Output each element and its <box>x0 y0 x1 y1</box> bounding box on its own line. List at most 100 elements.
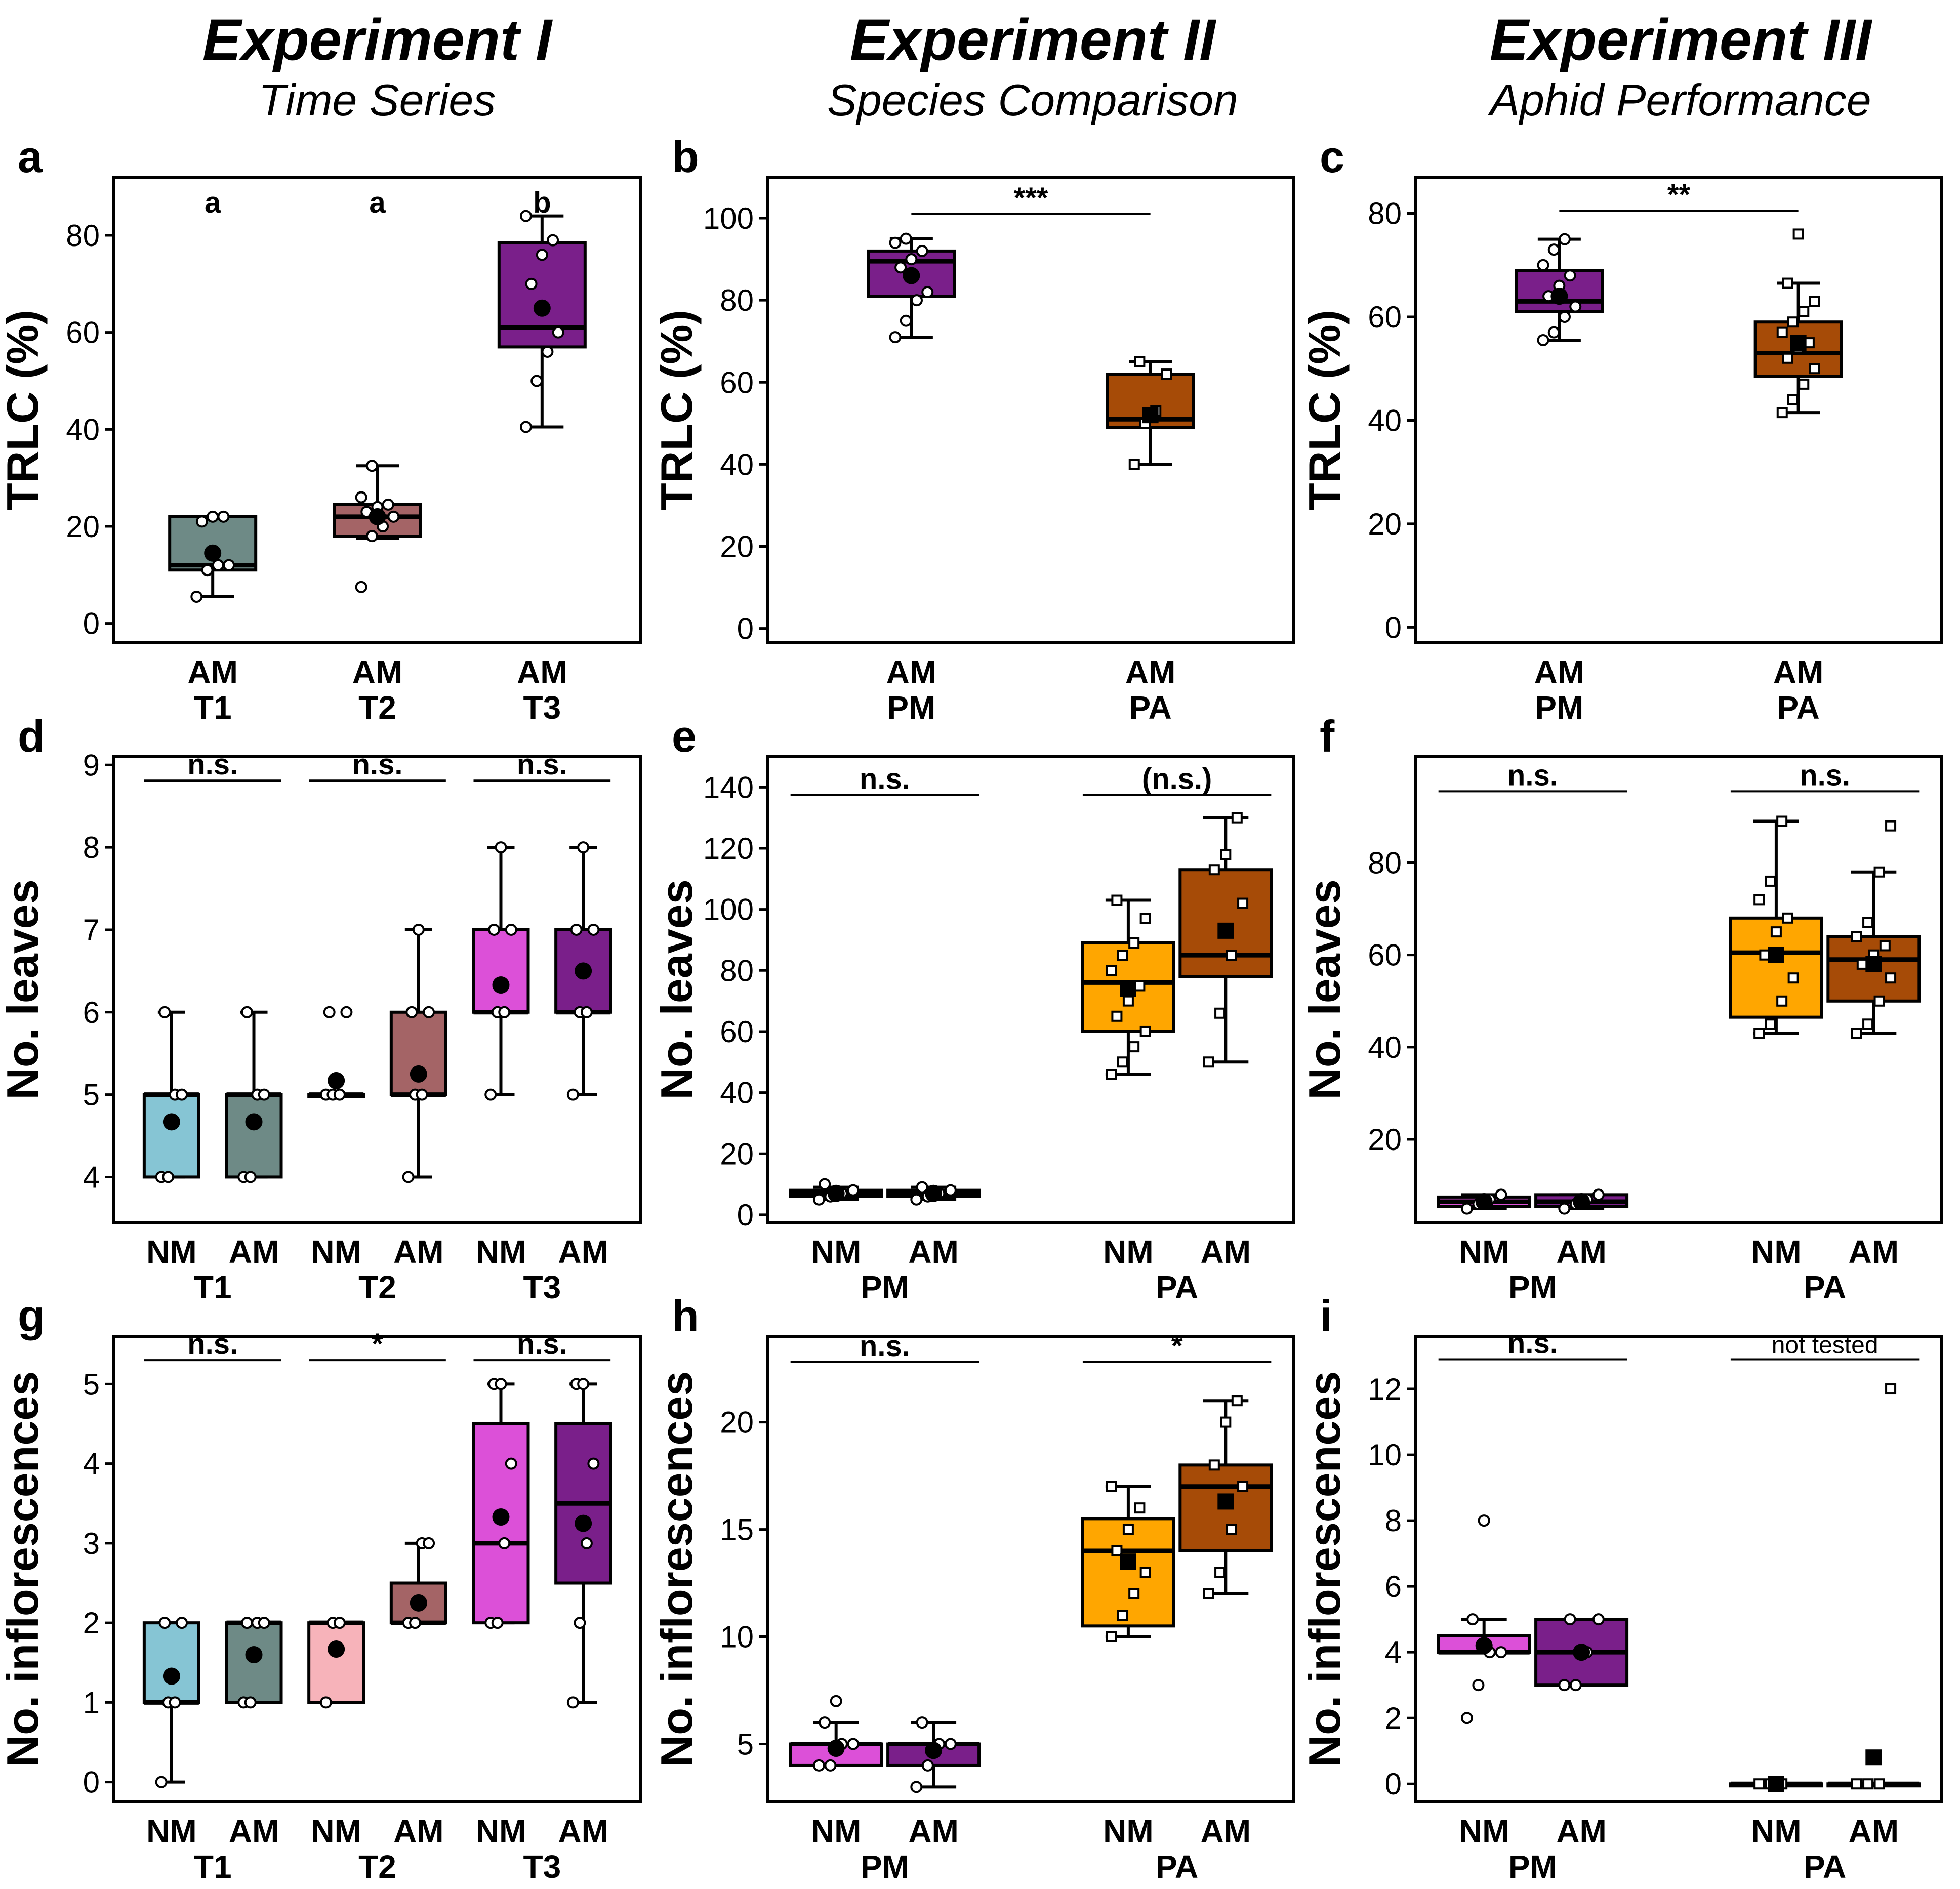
mean-marker <box>492 1508 510 1526</box>
x-tick-label-2: PA <box>1777 689 1820 726</box>
x-tick-label: AM <box>558 1234 608 1270</box>
data-point <box>212 559 224 571</box>
x-tick-label: AM <box>1125 654 1176 690</box>
mean-marker <box>925 1742 943 1759</box>
x-tick-label: AM <box>1201 1813 1251 1850</box>
data-point <box>1134 1502 1146 1514</box>
data-point <box>1106 965 1117 976</box>
data-point <box>1862 1778 1874 1790</box>
column-titles: Experiment I Time Series Experiment II S… <box>202 8 1872 125</box>
data-point <box>577 841 590 854</box>
mean-marker <box>245 1113 263 1131</box>
y-tick-label: 4 <box>83 1447 100 1481</box>
data-point <box>1885 820 1897 832</box>
data-point <box>190 590 203 603</box>
mean-marker <box>827 1184 845 1202</box>
data-point <box>1856 958 1868 970</box>
y-tick-label: 0 <box>83 607 100 641</box>
data-point <box>244 1696 257 1709</box>
data-point <box>847 1738 860 1750</box>
data-point <box>319 1696 332 1709</box>
data-point <box>916 244 928 257</box>
x-group-label: T2 <box>358 1849 396 1885</box>
y-tick-label: 4 <box>83 1160 100 1194</box>
data-point <box>900 314 912 327</box>
data-point <box>547 234 559 247</box>
significance-label: n.s. <box>517 1328 567 1361</box>
data-point <box>1776 995 1788 1007</box>
x-tick-label: AM <box>1773 654 1824 690</box>
data-point <box>491 1617 504 1629</box>
data-point <box>1885 972 1897 984</box>
mean-marker <box>1142 407 1159 424</box>
data-point <box>487 923 500 936</box>
panel-frame <box>1414 1335 1943 1803</box>
mean-marker <box>1475 1637 1493 1655</box>
significance-label: n.s. <box>187 1328 238 1361</box>
data-point <box>1558 233 1571 245</box>
mean-marker <box>1573 1193 1590 1211</box>
y-tick-label: 120 <box>703 832 754 866</box>
mean-marker <box>575 962 592 980</box>
data-point <box>1139 913 1151 924</box>
significance-label: (n.s.) <box>1142 762 1212 795</box>
significance-label: n.s. <box>352 748 403 781</box>
x-tick-label: NM <box>1751 1813 1802 1850</box>
mean-marker <box>1120 1553 1136 1570</box>
data-point <box>536 249 548 261</box>
data-point <box>1879 940 1891 952</box>
data-point <box>580 1537 593 1549</box>
x-tick-label-2: T3 <box>523 689 561 726</box>
data-point <box>1214 1007 1226 1019</box>
data-point <box>566 1696 579 1709</box>
box-group <box>1081 1481 1175 1642</box>
panel-frame <box>112 755 642 1224</box>
data-point <box>1885 1383 1897 1395</box>
data-point <box>1161 368 1172 380</box>
y-tick-label: 5 <box>83 1078 100 1112</box>
data-point <box>498 1537 511 1549</box>
x-tick-label: NM <box>476 1813 526 1850</box>
data-point <box>552 326 564 339</box>
y-tick-label: 20 <box>720 530 754 564</box>
data-point <box>1495 1646 1507 1659</box>
data-point <box>1792 228 1804 240</box>
significance-label: n.s. <box>860 1330 910 1363</box>
x-tick-label: AM <box>908 1234 959 1270</box>
mean-marker <box>1865 956 1882 972</box>
x-tick-label: AM <box>393 1813 444 1850</box>
mean-marker <box>1768 1776 1784 1792</box>
y-tick-label: 4 <box>1385 1635 1402 1669</box>
y-tick-label: 1 <box>83 1686 100 1719</box>
mean-marker <box>328 1072 345 1089</box>
x-group-label: T3 <box>523 1269 561 1305</box>
significance-label: n.s. <box>1507 759 1558 792</box>
box-group <box>1534 1188 1629 1215</box>
data-point <box>1478 1514 1490 1527</box>
y-tick-label: 40 <box>66 413 100 446</box>
y-tick-label: 10 <box>1368 1438 1402 1472</box>
mean-marker <box>1120 980 1136 997</box>
data-point <box>574 1617 586 1629</box>
data-point <box>570 923 583 936</box>
data-point <box>1237 897 1249 909</box>
data-point <box>921 285 934 298</box>
data-point <box>944 1184 957 1197</box>
significance-letter: a <box>205 186 221 219</box>
x-tick-label: AM <box>229 1813 279 1850</box>
data-point <box>1753 894 1765 906</box>
y-tick-label: 20 <box>1368 507 1402 541</box>
data-point <box>1564 269 1576 282</box>
y-tick-label: 80 <box>720 954 754 988</box>
panel-letter: c <box>1320 132 1344 182</box>
data-point <box>580 1006 593 1018</box>
x-tick-label: NM <box>811 1813 862 1850</box>
column-title: Experiment II <box>850 8 1216 72</box>
box-group <box>1534 1613 1629 1692</box>
x-tick-label: AM <box>1849 1234 1899 1270</box>
significance-label: n.s. <box>1800 759 1850 792</box>
